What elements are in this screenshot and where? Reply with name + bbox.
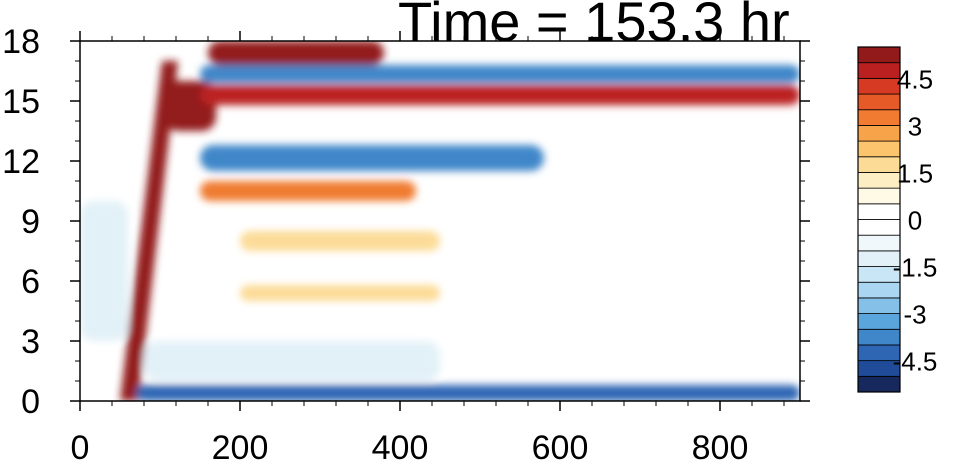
colorbar-swatch <box>857 234 901 252</box>
colorbar-swatch <box>857 156 901 173</box>
x-tick-label: 0 <box>71 429 90 467</box>
colorbar-swatch <box>857 203 901 220</box>
y-tick-label: 12 <box>2 143 40 181</box>
heatmap-region <box>240 285 440 301</box>
colorbar-swatch <box>857 313 901 330</box>
colorbar-swatch <box>857 77 901 95</box>
colorbar-tick-label: 0 <box>908 206 922 236</box>
colorbar-tick-label: -1.5 <box>893 253 938 283</box>
colorbar-swatch <box>857 46 901 64</box>
colorbar-swatch <box>857 140 901 158</box>
chart-title: Time = 153.3 hr <box>398 0 790 53</box>
colorbar-tick-label: -4.5 <box>893 347 938 377</box>
y-tick-label: 0 <box>21 383 40 421</box>
colorbar-swatch <box>857 125 901 142</box>
heatmap-region <box>200 145 544 171</box>
x-tick-label: 800 <box>692 429 749 467</box>
colorbar-tick-label: 1.5 <box>897 158 933 188</box>
colorbar-tick-label: -3 <box>903 300 926 330</box>
colorbar-swatch <box>857 297 901 314</box>
heatmap-region <box>144 341 440 381</box>
heatmap-region <box>80 201 128 341</box>
heatmap-region <box>200 65 800 83</box>
colorbar-swatch <box>857 281 901 299</box>
heatmap-region <box>240 231 440 251</box>
colorbar-swatch <box>857 375 901 393</box>
colorbar: 4.5 3 1.5 0 -1.5 -3 -4.5 <box>857 46 938 393</box>
heatmap-region <box>208 41 384 65</box>
y-tick-label: 15 <box>2 83 40 121</box>
y-tick-label: 6 <box>21 263 40 301</box>
colorbar-swatch <box>857 219 901 236</box>
y-tick-label: 3 <box>21 323 40 361</box>
colorbar-swatch <box>857 109 901 126</box>
y-tick-label: 9 <box>21 203 40 241</box>
heatmap-region <box>120 61 178 401</box>
colorbar-swatch <box>857 62 901 79</box>
y-tick-label: 18 <box>2 23 40 61</box>
heatmap-plot-area <box>80 41 800 401</box>
colorbar-swatch <box>857 172 901 189</box>
x-tick-label: 200 <box>212 429 269 467</box>
colorbar-frame <box>857 46 901 393</box>
heatmap-region <box>200 85 800 105</box>
heatmap-region <box>200 181 416 201</box>
colorbar-tick-label: 3 <box>908 111 922 141</box>
colorbar-tick-label: 4.5 <box>897 64 933 94</box>
x-tick-label: 400 <box>372 429 429 467</box>
colorbar-swatch <box>857 187 901 205</box>
colorbar-swatch <box>857 328 901 346</box>
colorbar-swatch <box>857 93 901 111</box>
x-tick-label: 600 <box>532 429 589 467</box>
heatmap-region <box>136 385 800 401</box>
